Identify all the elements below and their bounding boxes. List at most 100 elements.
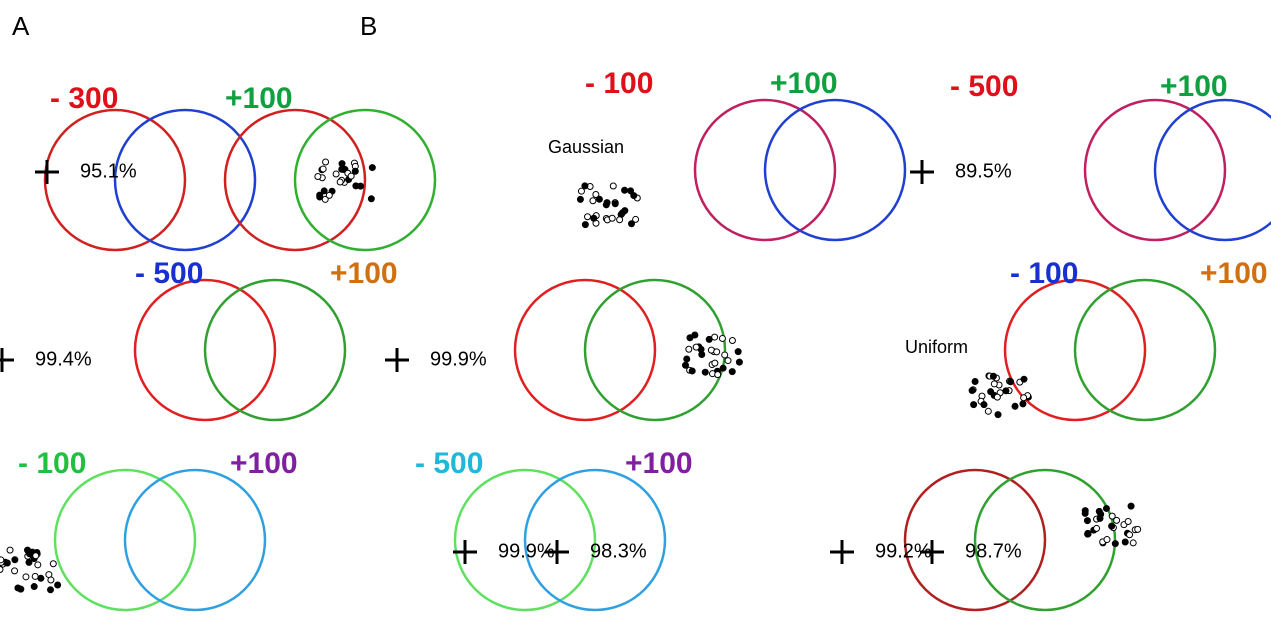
- point: [1130, 540, 1136, 546]
- point: [981, 402, 987, 408]
- set-header: - 100: [1010, 257, 1078, 290]
- point: [684, 356, 690, 362]
- distribution-label: Gaussian: [548, 137, 624, 157]
- point: [628, 188, 634, 194]
- point: [1094, 525, 1100, 531]
- set-header: +100: [230, 447, 298, 480]
- point: [315, 173, 321, 179]
- point: [590, 198, 596, 204]
- point: [1128, 503, 1134, 509]
- point: [991, 381, 997, 387]
- set-circle: [1155, 100, 1271, 240]
- point: [12, 557, 18, 563]
- point: [729, 369, 735, 375]
- point: [971, 402, 977, 408]
- point: [609, 215, 615, 221]
- point: [339, 161, 345, 167]
- point: [972, 379, 978, 385]
- point: [317, 194, 323, 200]
- point: [633, 216, 639, 222]
- point: [1020, 401, 1026, 407]
- set-header: - 100: [585, 67, 653, 100]
- accuracy: 98.7%: [965, 540, 1022, 562]
- marker-cross: [453, 540, 477, 564]
- set-header: +100: [625, 447, 693, 480]
- point: [15, 585, 21, 591]
- point: [353, 183, 359, 189]
- set-header: - 500: [950, 70, 1018, 103]
- point: [622, 187, 628, 193]
- point: [333, 171, 339, 177]
- point: [321, 188, 327, 194]
- point: [712, 360, 718, 366]
- point: [683, 362, 689, 368]
- point: [31, 584, 37, 590]
- marker-cross: [830, 540, 854, 564]
- point: [337, 179, 343, 185]
- point: [1012, 403, 1018, 409]
- point: [995, 412, 1001, 418]
- point: [1021, 395, 1027, 401]
- figure: A B - 300+100- 100+100- 500+100- 500+100…: [0, 0, 1271, 619]
- point: [596, 196, 602, 202]
- point: [715, 372, 721, 378]
- point: [582, 222, 588, 228]
- point: [617, 217, 623, 223]
- point: [722, 352, 728, 358]
- point: [26, 559, 32, 565]
- point: [326, 192, 332, 198]
- point: [47, 587, 53, 593]
- marker-cross: [35, 160, 59, 184]
- marker-cross: [0, 348, 14, 372]
- point: [23, 574, 29, 580]
- point: [323, 159, 329, 165]
- point: [604, 200, 610, 206]
- point: [969, 388, 975, 394]
- set-header: +100: [1160, 70, 1228, 103]
- point: [1103, 505, 1109, 511]
- accuracy: 95.1%: [80, 160, 137, 182]
- point: [348, 173, 354, 179]
- point: [1085, 530, 1091, 536]
- point: [1021, 376, 1027, 382]
- point: [32, 573, 38, 579]
- point: [1008, 379, 1014, 385]
- point: [7, 547, 13, 553]
- point: [714, 349, 720, 355]
- accuracy: 99.9%: [430, 348, 487, 370]
- set-header: +100: [770, 67, 838, 100]
- point: [619, 210, 625, 216]
- point: [1096, 508, 1102, 514]
- set-header: +100: [1200, 257, 1268, 290]
- point: [55, 582, 61, 588]
- point: [689, 368, 695, 374]
- point: [48, 577, 54, 583]
- set-header: - 500: [135, 257, 203, 290]
- point: [38, 575, 44, 581]
- point: [729, 337, 735, 343]
- point: [582, 183, 588, 189]
- marker-cross: [385, 348, 409, 372]
- point: [320, 166, 326, 172]
- point: [578, 188, 584, 194]
- set-header: - 100: [18, 447, 86, 480]
- point: [1104, 537, 1110, 543]
- point: [340, 166, 346, 172]
- point: [725, 358, 731, 364]
- point: [1082, 508, 1088, 514]
- point: [706, 336, 712, 342]
- point: [591, 215, 597, 221]
- point: [1127, 532, 1133, 538]
- point: [1084, 518, 1090, 524]
- point: [1122, 539, 1128, 545]
- distribution-label: Uniform: [905, 337, 968, 357]
- marker-cross: [910, 160, 934, 184]
- panel-label: A: [12, 11, 30, 41]
- set-header: +100: [225, 82, 293, 115]
- panel-label: B: [360, 11, 377, 41]
- point: [720, 365, 726, 371]
- accuracy: 98.3%: [590, 540, 647, 562]
- point: [33, 553, 39, 559]
- point: [693, 344, 699, 350]
- point: [719, 335, 725, 341]
